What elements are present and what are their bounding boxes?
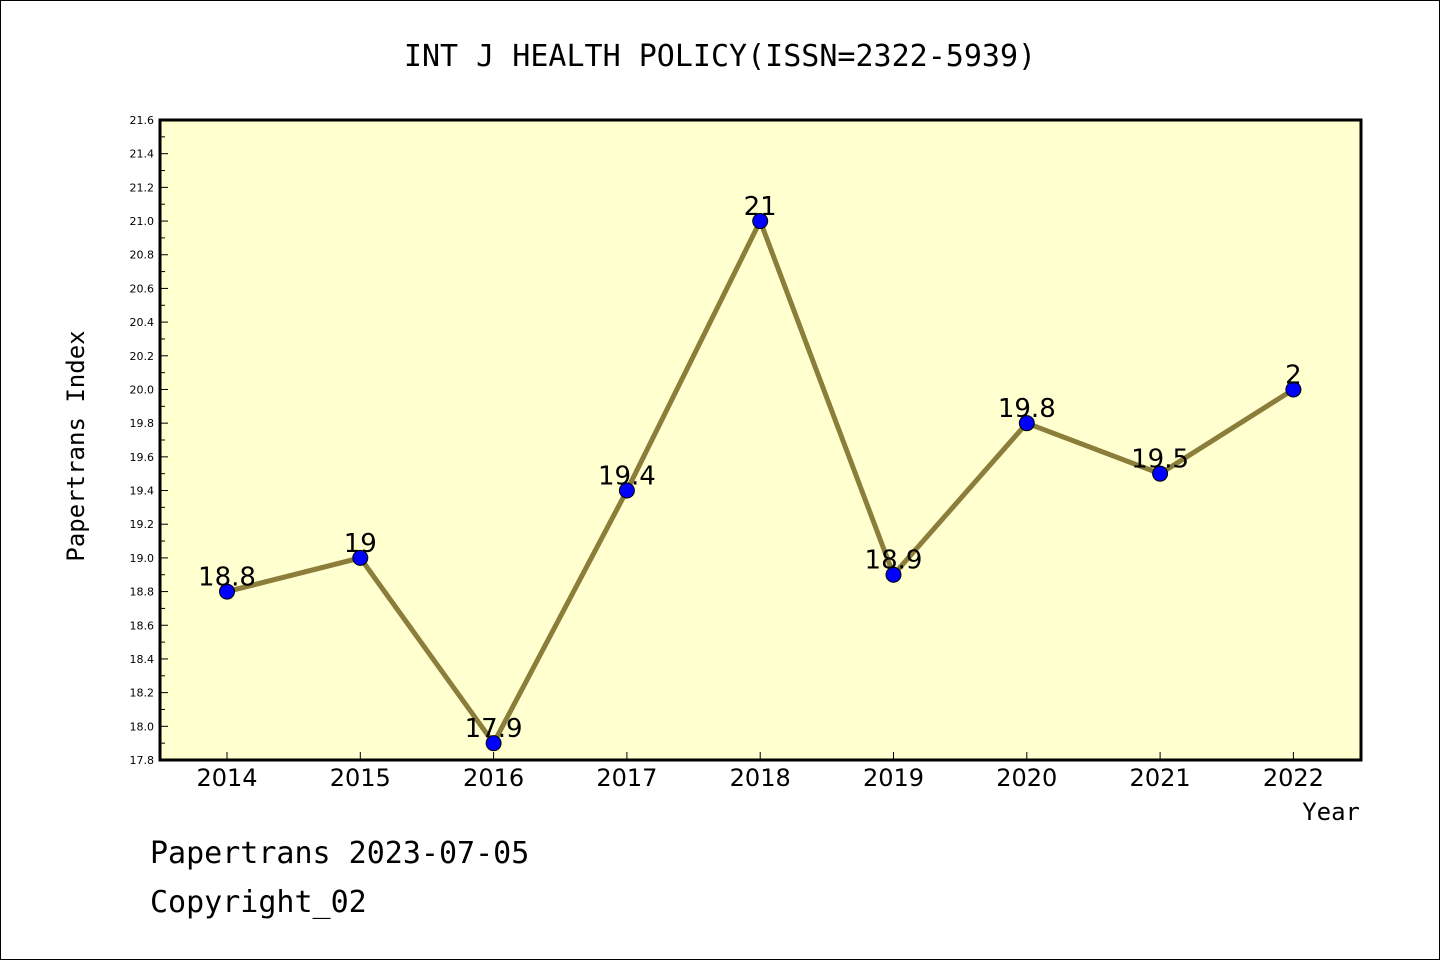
x-tick-label: 2016: [463, 764, 524, 792]
data-point: [1285, 381, 1302, 398]
data-point: [885, 566, 902, 583]
data-point: [1018, 415, 1035, 432]
x-tick-label: 2022: [1263, 764, 1324, 792]
y-tick-label: 20.6: [130, 282, 155, 295]
y-tick-label: 19.8: [130, 417, 155, 430]
x-tick-label: 2020: [996, 764, 1057, 792]
data-point: [752, 213, 769, 230]
data-label: 19: [344, 529, 377, 559]
data-label: 21: [744, 192, 777, 222]
data-point: [1152, 465, 1169, 482]
y-tick-label: 20.2: [130, 350, 155, 363]
y-tick-label: 21.6: [130, 114, 155, 127]
y-tick-label: 19.2: [130, 518, 155, 531]
data-point: [618, 482, 635, 499]
y-tick-label: 19.4: [130, 485, 155, 498]
data-label: 19.8: [998, 394, 1056, 424]
y-tick-label: 18.4: [130, 653, 155, 666]
y-tick-label: 21.4: [130, 148, 155, 161]
data-label: 19.5: [1131, 445, 1189, 475]
x-tick-label: 2021: [1130, 764, 1191, 792]
y-tick-label: 18.2: [130, 687, 155, 700]
x-tick-label: 2015: [330, 764, 391, 792]
y-tick-label: 21.0: [130, 215, 155, 228]
y-tick-label: 20.4: [130, 316, 155, 329]
y-tick-label: 17.8: [130, 754, 155, 767]
data-label: 19.4: [598, 462, 656, 492]
data-point: [219, 583, 235, 600]
x-axis-label: Year: [1302, 798, 1360, 826]
y-tick-label: 18.6: [130, 619, 155, 632]
footer-date: Papertrans 2023-07-05: [150, 836, 530, 871]
data-label: 17.9: [465, 714, 523, 744]
data-label: 2: [1285, 360, 1302, 390]
footer-copyright: Copyright_02: [150, 885, 367, 920]
plot-border: [158, 118, 1363, 762]
y-tick-label: 20.8: [130, 249, 155, 262]
x-tick-label: 2019: [863, 764, 924, 792]
y-tick-label: 21.2: [130, 181, 155, 194]
y-tick-label: 19.0: [130, 552, 155, 565]
y-tick-label: 20.0: [130, 383, 155, 396]
y-tick-label: 18.0: [130, 720, 155, 733]
y-tick-label: 18.8: [130, 586, 155, 599]
x-tick-label: 2017: [596, 764, 657, 792]
x-tick-label: 2018: [730, 764, 791, 792]
data-point: [352, 549, 369, 566]
chart-title: INT J HEALTH POLICY(ISSN=2322-5939): [404, 39, 1036, 74]
y-tick-label: 19.6: [130, 451, 155, 464]
y-axis-label: Papertrans Index: [62, 330, 90, 561]
data-label: 18.9: [865, 546, 923, 576]
data-point: [485, 735, 502, 752]
data-label: 18.8: [198, 563, 256, 593]
x-tick-label: 2014: [196, 764, 257, 792]
